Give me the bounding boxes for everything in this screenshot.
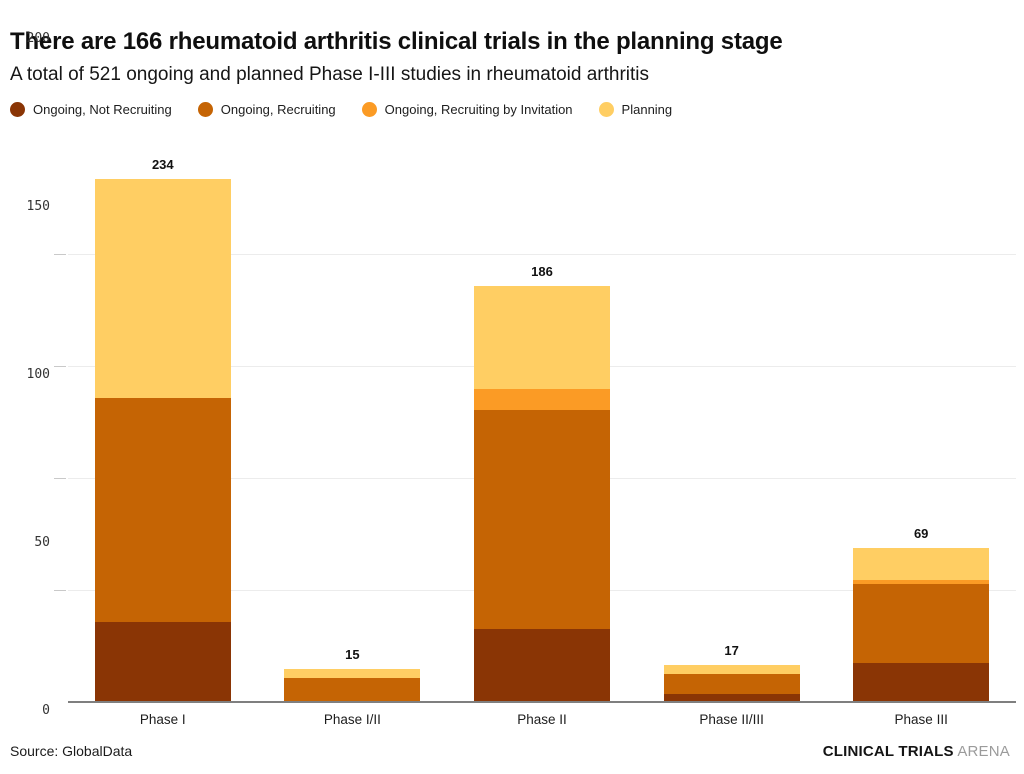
legend-item-ongoing-recruiting: Ongoing, Recruiting: [197, 102, 336, 117]
legend-label: Ongoing, Recruiting by Invitation: [384, 102, 573, 117]
chart-subtitle: A total of 521 ongoing and planned Phase…: [10, 64, 650, 85]
x-axis-label: Phase I/II: [323, 712, 381, 727]
bar-column: 17 Phase II/III: [637, 155, 827, 727]
gridline: [68, 254, 1016, 255]
brand-logo-secondary: ARENA: [957, 743, 1010, 760]
bar-total-label: 15: [345, 647, 360, 663]
brand-logo-primary: CLINICAL TRIALS: [822, 743, 954, 760]
stacked-bar: [663, 664, 800, 703]
bar-column: 234 Phase I: [68, 155, 258, 727]
bar-segment: [94, 622, 231, 703]
legend: Ongoing, Not Recruiting Ongoing, Recruit…: [10, 102, 1012, 117]
legend-label: Ongoing, Recruiting: [220, 102, 336, 117]
bar-segment: [284, 669, 421, 679]
y-tick-mark: [54, 254, 66, 255]
bar-segment: [473, 629, 610, 703]
bar-total-label: 69: [913, 526, 929, 542]
legend-swatch-icon: [598, 102, 614, 117]
y-tick-label: 100: [26, 367, 50, 382]
y-tick-mark: [54, 366, 66, 367]
y-tick-label: 150: [26, 199, 50, 214]
bar-segment: [284, 678, 421, 703]
chart-title: There are 166 rheumatoid arthritis clini…: [10, 28, 783, 55]
y-tick-label: 50: [34, 535, 50, 550]
bar-segment: [473, 389, 610, 410]
bar-segment: [473, 409, 610, 630]
legend-swatch-icon: [197, 102, 213, 117]
y-tick-mark: [54, 478, 66, 479]
legend-item-ongoing-not-recruiting: Ongoing, Not Recruiting: [10, 102, 172, 117]
brand-logo: CLINICAL TRIALS ARENA: [823, 743, 1010, 760]
bar-segment: [94, 178, 231, 399]
legend-item-recruiting-by-invitation: Ongoing, Recruiting by Invitation: [361, 102, 573, 117]
bar-total-label: 234: [151, 156, 174, 172]
plot-area: 0 50 100 150 200 234 Phase I 15 Phase I/II 186 Pha…: [27, 31, 1016, 727]
bar-column: 15 Phase I/II: [258, 155, 448, 727]
source-credit: Source: GlobalData: [10, 743, 133, 759]
bar-segment: [663, 673, 800, 695]
bar-total-label: 17: [724, 642, 739, 658]
y-tick-label: 200: [26, 31, 50, 46]
stacked-bar: [284, 669, 421, 703]
legend-item-planning: Planning: [598, 102, 673, 117]
x-axis-label: Phase II/III: [699, 712, 764, 727]
legend-label: Planning: [621, 102, 673, 117]
bar-segment: [663, 694, 800, 703]
legend-swatch-icon: [10, 102, 25, 117]
x-axis-label: Phase I: [139, 712, 186, 727]
x-axis-line: [68, 701, 1016, 703]
bar-column: 186 Phase II: [447, 155, 637, 727]
bar-segment: [94, 398, 231, 623]
stacked-bar: [853, 548, 990, 703]
bar-total-label: 186: [531, 264, 553, 280]
stacked-bar: [94, 178, 231, 703]
legend-swatch-icon: [361, 102, 377, 117]
legend-label: Ongoing, Not Recruiting: [33, 102, 172, 117]
bar-column: 69 Phase III: [826, 155, 1016, 727]
bar-segment: [853, 579, 990, 585]
bar-segment: [663, 664, 800, 674]
stacked-bar: [473, 286, 610, 703]
x-axis-label: Phase II: [517, 712, 567, 727]
bar-segment: [853, 662, 990, 703]
footer: Source: GlobalData CLINICAL TRIALS ARENA: [10, 743, 1010, 760]
bar-segment: [853, 548, 990, 580]
x-axis-label: Phase III: [894, 712, 948, 727]
bar-segment: [853, 584, 990, 663]
bar-segment: [473, 286, 610, 390]
stacked-bar-chart: 0 50 100 150 200 234 Phase I 15 Phase I/II 186 Pha…: [10, 31, 1016, 731]
y-tick-mark: [54, 590, 66, 591]
